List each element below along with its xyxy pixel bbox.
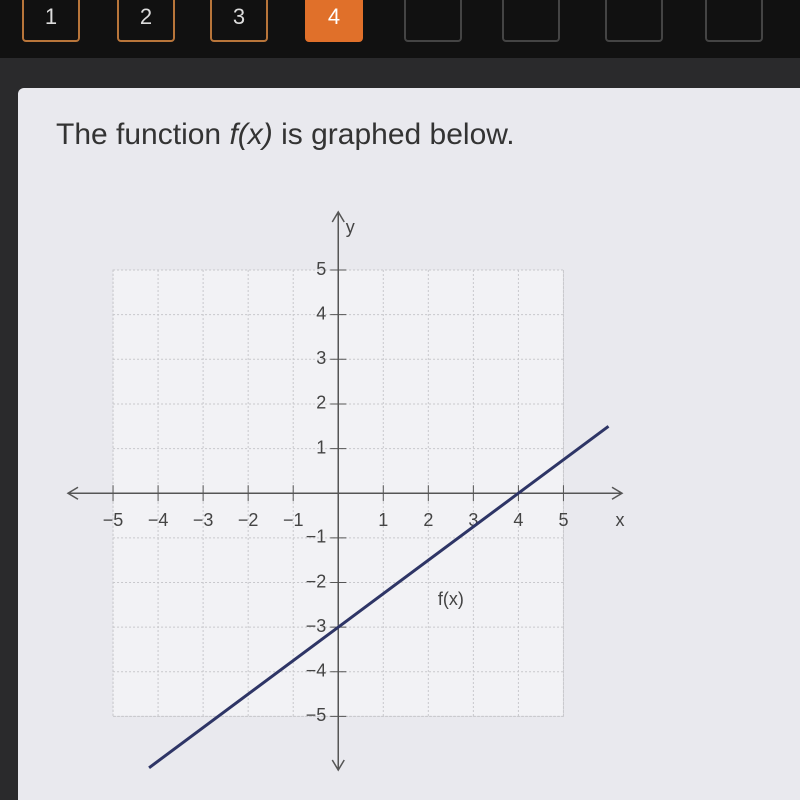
nav-button[interactable] bbox=[404, 0, 462, 42]
nav-button[interactable]: 4 bbox=[305, 0, 363, 42]
function-line bbox=[148, 425, 610, 769]
y-tick-label: 4 bbox=[316, 303, 326, 323]
x-tick-label: 4 bbox=[513, 510, 523, 530]
nav-button[interactable]: 3 bbox=[210, 0, 268, 42]
x-axis-arrow bbox=[66, 486, 624, 500]
function-name: f(x) bbox=[229, 118, 273, 151]
x-tick-label: 1 bbox=[378, 510, 388, 530]
nav-button[interactable] bbox=[605, 0, 663, 42]
nav-button[interactable] bbox=[705, 0, 763, 42]
x-tick-label: −5 bbox=[103, 510, 124, 530]
question-text: The function f(x) is graphed below. bbox=[56, 118, 515, 152]
nav-button[interactable]: 1 bbox=[22, 0, 80, 42]
nav-button[interactable]: 2 bbox=[117, 0, 175, 42]
x-tick-label: −3 bbox=[193, 510, 214, 530]
y-tick-label: 3 bbox=[316, 348, 326, 368]
text: The function bbox=[56, 118, 230, 151]
nav-button[interactable] bbox=[502, 0, 560, 42]
text: is graphed below. bbox=[272, 118, 515, 151]
y-axis-arrow bbox=[331, 210, 345, 772]
x-tick-label: 3 bbox=[468, 510, 478, 530]
y-tick-label: −3 bbox=[306, 616, 327, 636]
x-tick-label: −1 bbox=[283, 510, 304, 530]
y-tick-label: −5 bbox=[306, 705, 327, 725]
x-tick-label: 2 bbox=[423, 510, 433, 530]
y-tick-label: 1 bbox=[316, 437, 326, 457]
y-axis-label: y bbox=[346, 217, 355, 237]
y-tick-label: 5 bbox=[316, 259, 326, 279]
y-tick-label: −4 bbox=[306, 661, 327, 681]
y-tick-label: 2 bbox=[316, 393, 326, 413]
x-tick-label: −4 bbox=[148, 510, 169, 530]
y-tick-label: −2 bbox=[306, 571, 327, 591]
x-tick-label: 5 bbox=[558, 510, 568, 530]
function-label: f(x) bbox=[438, 589, 464, 609]
y-tick-label: −1 bbox=[306, 527, 327, 547]
nav-bar: 1 2 3 4 bbox=[0, 0, 800, 58]
x-tick-label: −2 bbox=[238, 510, 259, 530]
x-axis-label: x bbox=[616, 510, 625, 530]
